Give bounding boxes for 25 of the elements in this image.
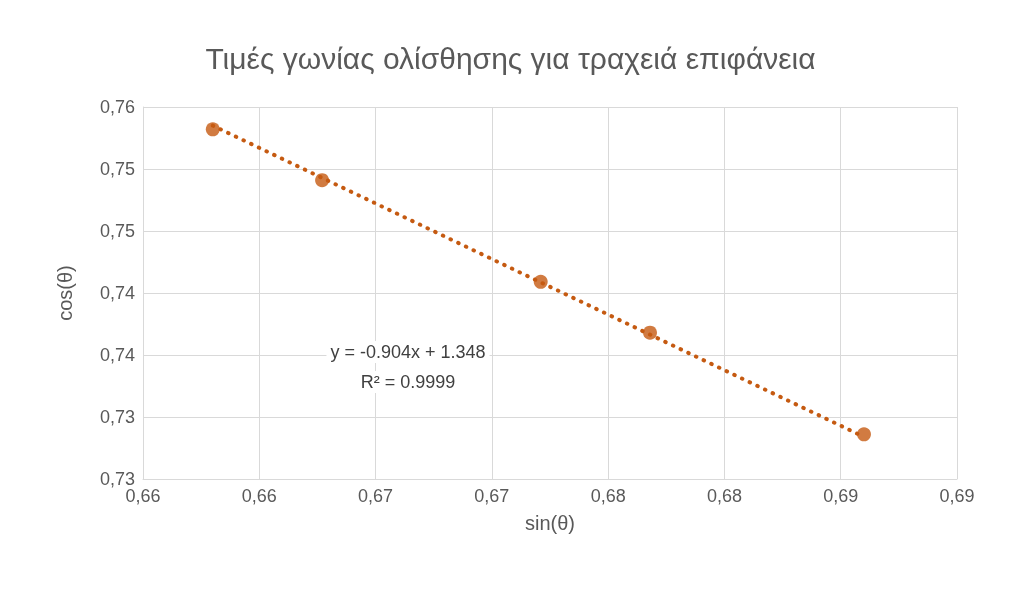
x-tick-label: 0,69 [823, 486, 859, 506]
y-tick-label: 0,74 [99, 345, 135, 365]
point [856, 427, 871, 442]
y-tick-label: 0,74 [99, 283, 135, 303]
y-tick-label: 0,75 [99, 159, 135, 179]
y-tick-label: 0,73 [99, 407, 135, 427]
y-axis-title: cos(θ) [54, 265, 76, 321]
x-tick-label: 0,68 [590, 486, 626, 506]
y-tick-label: 0,75 [99, 221, 135, 241]
x-tick-label: 0,68 [706, 486, 742, 506]
y-tick-label: 0,73 [99, 469, 135, 489]
point [315, 173, 330, 188]
point [643, 325, 658, 340]
chart-title: Τιμές γωνίας ολίσθησης για τραχειά επιφάνεια [205, 41, 816, 75]
point [533, 274, 548, 289]
x-tick-label: 0,66 [125, 486, 161, 506]
point [205, 122, 220, 137]
x-tick-label: 0,66 [241, 486, 277, 506]
annotation: y = -0.904x + 1.348 [330, 342, 486, 362]
x-tick-label: 0,67 [358, 486, 394, 506]
x-tick-label: 0,67 [474, 486, 510, 506]
annotation: R² = 0.9999 [360, 372, 456, 392]
x-tick-label: 0,69 [939, 486, 975, 506]
y-tick-label: 0,76 [99, 97, 135, 117]
x-axis-title: sin(θ) [524, 512, 576, 534]
